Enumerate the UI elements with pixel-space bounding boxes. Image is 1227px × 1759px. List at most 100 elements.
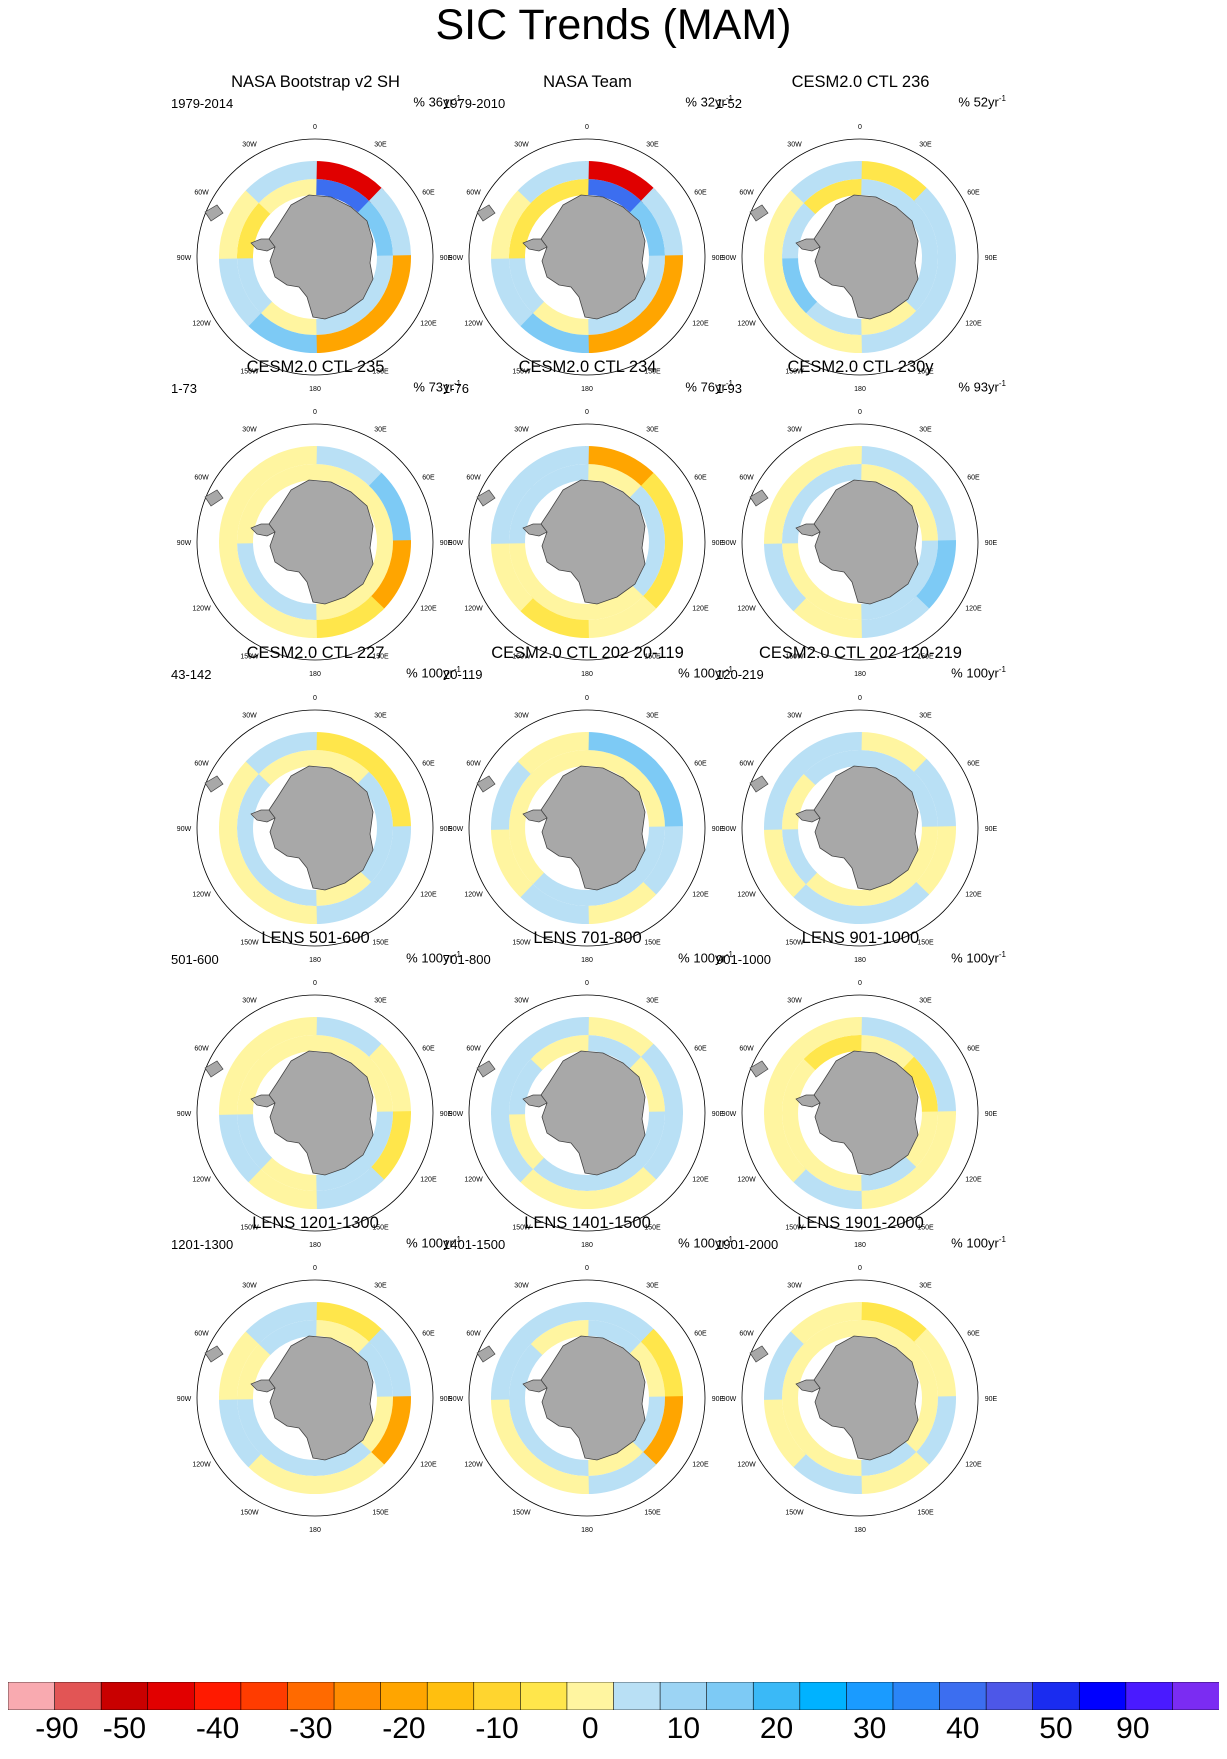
longitude-label: 0 bbox=[585, 409, 589, 416]
longitude-label: 120E bbox=[692, 892, 709, 899]
longitude-label: 150E bbox=[372, 939, 389, 946]
trend-sector bbox=[858, 311, 930, 353]
trend-sector bbox=[803, 1155, 862, 1191]
trend-sector bbox=[902, 540, 938, 599]
trend-sector bbox=[585, 1035, 644, 1071]
antarctic-peninsula bbox=[795, 1379, 821, 1393]
longitude-label: 150W bbox=[240, 939, 259, 946]
longitude-label: 0 bbox=[585, 1265, 589, 1272]
colorbar-swatch bbox=[520, 1682, 568, 1710]
trend-sector bbox=[530, 1155, 589, 1191]
colorbar-label: -50 bbox=[102, 1712, 147, 1745]
longitude-label: 30W bbox=[787, 713, 802, 720]
longitude-label: 120E bbox=[420, 892, 437, 899]
trend-sector bbox=[902, 1396, 938, 1455]
antarctic-peninsula bbox=[250, 523, 276, 537]
trend-sector bbox=[641, 1396, 683, 1468]
longitude-label: 60E bbox=[422, 1046, 435, 1053]
antarctica-landmass bbox=[813, 1050, 919, 1176]
longitude-label: 150W bbox=[512, 1224, 531, 1231]
trend-sector bbox=[517, 1167, 589, 1209]
trend-sector bbox=[509, 200, 545, 259]
trend-sector bbox=[782, 485, 818, 544]
panel-title: NASA Bootstrap v2 SH bbox=[231, 73, 400, 91]
trend-sector bbox=[509, 1111, 545, 1170]
polar-map: 0 30E 60E 90E 120E 150E 180 150W 120W 90W 60W 30W bbox=[449, 695, 725, 964]
panel-units: % 76yr-1 bbox=[685, 379, 733, 394]
south-america-tip bbox=[476, 1060, 496, 1078]
units-text: % 100yr bbox=[406, 950, 454, 966]
trend-sector bbox=[530, 1035, 589, 1071]
trend-sector bbox=[585, 1302, 657, 1344]
trend-sector bbox=[803, 179, 862, 215]
longitude-label: 60W bbox=[466, 475, 481, 482]
colorbar-label: 90 bbox=[1116, 1712, 1150, 1745]
trend-sector bbox=[245, 161, 317, 203]
longitude-label: 60E bbox=[694, 1331, 707, 1338]
longitude-label: 120E bbox=[965, 321, 982, 328]
trend-sector bbox=[313, 882, 385, 924]
trend-sector bbox=[858, 732, 930, 774]
trend-sector bbox=[357, 771, 393, 830]
panel-units: % 100yr-1 bbox=[406, 1235, 461, 1250]
units-exponent: -1 bbox=[453, 665, 461, 674]
longitude-label: 30W bbox=[514, 142, 529, 149]
antarctic-peninsula bbox=[522, 238, 548, 252]
trend-sector bbox=[219, 1396, 261, 1468]
trend-sector bbox=[585, 179, 644, 215]
colorbar-label: 40 bbox=[946, 1712, 980, 1745]
map-panel: LENS 1901-2000 1901-2000% 100yr-1 0 30E 60E 9… bbox=[688, 1213, 1033, 1534]
longitude-label: 150E bbox=[644, 368, 661, 375]
trend-sector bbox=[902, 771, 938, 830]
longitude-label: 30W bbox=[242, 998, 257, 1005]
trend-sector bbox=[585, 299, 644, 335]
panel-units: % 100yr-1 bbox=[951, 1235, 1006, 1250]
panel-units: % 32yr-1 bbox=[685, 94, 733, 109]
antarctic-peninsula bbox=[522, 809, 548, 823]
trend-sector bbox=[914, 187, 956, 259]
panel-years: 1-73 bbox=[171, 381, 198, 396]
panel-years: 701-800 bbox=[443, 952, 491, 967]
longitude-label: 120W bbox=[192, 1177, 211, 1184]
units-text: % 100yr bbox=[406, 1235, 454, 1251]
trend-sector bbox=[369, 1111, 411, 1183]
longitude-label: 90W bbox=[449, 826, 464, 833]
longitude-label: 150W bbox=[785, 939, 804, 946]
trend-sector bbox=[313, 299, 372, 335]
trend-sector bbox=[313, 446, 385, 488]
longitude-label: 30W bbox=[514, 1283, 529, 1290]
colorbar-swatch bbox=[613, 1682, 661, 1710]
units-text: % 100yr bbox=[678, 665, 726, 681]
panel-years: 1979-2010 bbox=[443, 96, 506, 111]
trend-sector bbox=[509, 826, 545, 885]
trend-sector bbox=[509, 540, 545, 599]
longitude-label: 30W bbox=[242, 713, 257, 720]
trend-sector bbox=[641, 758, 683, 830]
units-text: % 73yr bbox=[413, 379, 454, 395]
trend-sector bbox=[803, 464, 862, 500]
trend-sector bbox=[491, 1328, 533, 1400]
panel-years: 1401-1500 bbox=[443, 1237, 506, 1252]
longitude-label: 30E bbox=[919, 713, 932, 720]
longitude-label: 90E bbox=[985, 1396, 998, 1403]
antarctic-peninsula bbox=[250, 238, 276, 252]
trend-sector bbox=[219, 540, 261, 612]
trend-sector bbox=[313, 1452, 385, 1494]
longitude-label: 30E bbox=[919, 142, 932, 149]
antarctica-landmass bbox=[540, 765, 646, 891]
south-america-tip bbox=[749, 775, 769, 793]
trend-sector bbox=[790, 1302, 862, 1344]
panel-title: LENS 1401-1500 bbox=[524, 1214, 651, 1232]
units-exponent: -1 bbox=[725, 665, 733, 674]
colorbar-swatch bbox=[54, 1682, 102, 1710]
longitude-label: 90W bbox=[722, 826, 737, 833]
longitude-label: 150E bbox=[644, 939, 661, 946]
trend-sector bbox=[914, 758, 956, 830]
trend-sector bbox=[357, 485, 393, 544]
antarctic-peninsula bbox=[795, 809, 821, 823]
polar-map: 0 30E 60E 90E 120E 150E 180 150W 120W 90W 60W 30W bbox=[449, 409, 725, 678]
trend-sector bbox=[313, 584, 372, 620]
colorbar-label: -30 bbox=[289, 1712, 333, 1745]
trend-sector bbox=[858, 1155, 917, 1191]
trend-sector bbox=[237, 1341, 273, 1400]
